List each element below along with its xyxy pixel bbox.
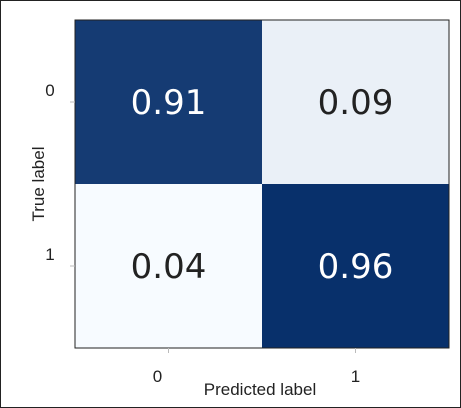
x-tick-label-1: 1 (351, 367, 360, 386)
heatmap-cell-labels: 0.91 0.09 0.04 0.96 (131, 83, 394, 287)
heatmap-cell-r0-c1 (262, 20, 449, 184)
heatmap-cell-value-r0-c1: 0.09 (318, 83, 394, 123)
heatmap-cell-value-r1-c0: 0.04 (131, 247, 207, 287)
y-tick-label-0: 0 (45, 81, 54, 100)
heatmap-cell-r1-c1 (262, 184, 449, 348)
x-tick-label-0: 0 (153, 367, 162, 386)
heatmap-cell-r1-c0 (75, 184, 262, 348)
heatmap-cells (75, 20, 449, 348)
heatmap-cell-value-r0-c0: 0.91 (131, 83, 207, 123)
y-axis-label: True label (29, 147, 48, 222)
heatmap-cell-r0-c0 (75, 20, 262, 184)
plot-border (74, 19, 450, 349)
y-tick-label-1: 1 (45, 245, 54, 264)
heatmap-cell-value-r1-c1: 0.96 (318, 247, 394, 287)
axis-ticks: 0 1 0 1 (45, 81, 360, 386)
x-axis-label: Predicted label (204, 380, 316, 399)
